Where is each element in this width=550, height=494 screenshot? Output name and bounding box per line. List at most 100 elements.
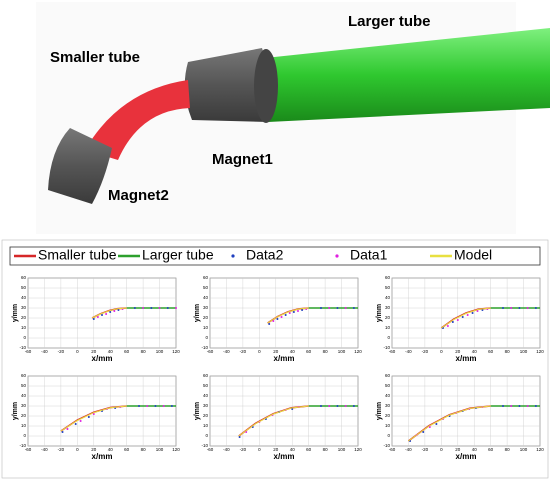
y-tick-label: 20	[203, 413, 209, 418]
y-tick-label: 40	[385, 295, 391, 300]
y-tick-label: 40	[21, 393, 27, 398]
data-point	[296, 310, 299, 312]
larger-tube	[265, 28, 550, 122]
y-axis-label: y/mm	[12, 402, 19, 420]
series-line	[408, 405, 491, 442]
x-tick-label: 20	[273, 447, 279, 452]
legend-swatch	[335, 254, 339, 258]
data-point	[456, 319, 459, 321]
label: Smaller tube	[50, 49, 140, 66]
data-point	[502, 307, 504, 309]
y-tick-label: 10	[385, 423, 391, 428]
legend-label: Data1	[350, 247, 388, 263]
x-tick-label: -40	[405, 349, 412, 354]
data-point	[92, 413, 95, 415]
x-tick-label: 20	[91, 447, 97, 452]
chart-panel	[1, 239, 549, 479]
data-point	[428, 426, 431, 428]
x-tick-label: -60	[25, 447, 32, 452]
y-tick-label: 50	[203, 383, 209, 388]
x-tick-label: -60	[389, 447, 396, 452]
x-tick-label: 40	[290, 349, 296, 354]
y-tick-label: -10	[201, 443, 208, 448]
series-line	[267, 307, 309, 324]
data-point	[154, 405, 157, 407]
data-point	[352, 405, 355, 407]
x-tick-label: 80	[505, 349, 511, 354]
magnet1-end	[254, 49, 278, 123]
x-tick-label: 60	[306, 447, 312, 452]
data-point	[113, 310, 116, 312]
x-tick-label: 60	[124, 349, 130, 354]
y-tick-label: 10	[21, 325, 27, 330]
data-point	[320, 307, 322, 309]
y-tick-label: 60	[203, 275, 209, 280]
x-axis-label: x/mm	[92, 452, 113, 461]
data-point	[105, 313, 108, 315]
x-tick-label: 0	[440, 349, 443, 354]
data-point	[280, 316, 283, 318]
x-tick-label: 120	[536, 349, 544, 354]
x-tick-label: 80	[323, 349, 329, 354]
data-point	[481, 309, 484, 311]
x-tick-label: -40	[223, 447, 230, 452]
data-point	[328, 307, 331, 309]
data-point	[518, 307, 521, 309]
data-point	[466, 314, 469, 316]
y-tick-label: 50	[385, 383, 391, 388]
y-tick-label: 20	[385, 315, 391, 320]
data-point	[138, 405, 140, 407]
y-tick-label: 30	[203, 305, 209, 310]
y-tick-label: 60	[21, 373, 27, 378]
y-tick-label: 20	[21, 315, 27, 320]
y-tick-label: -10	[19, 443, 26, 448]
x-tick-label: 120	[536, 447, 544, 452]
legend-label: Smaller tube	[38, 247, 117, 263]
y-axis-label: y/mm	[12, 304, 19, 322]
x-tick-label: -20	[58, 349, 65, 354]
x-tick-label: 80	[505, 447, 511, 452]
y-tick-label: 30	[21, 305, 27, 310]
data-point	[446, 325, 449, 327]
data-point	[344, 405, 347, 407]
data-point	[336, 307, 339, 309]
data-point	[101, 314, 103, 316]
x-axis-label: x/mm	[92, 354, 113, 363]
x-tick-label: -20	[422, 447, 429, 452]
y-tick-label: 10	[385, 325, 391, 330]
y-tick-label: 10	[203, 325, 209, 330]
y-axis-label: y/mm	[376, 304, 383, 322]
data-point	[320, 405, 322, 407]
data-point	[461, 316, 464, 318]
legend-label: Model	[454, 247, 492, 263]
y-tick-label: -10	[201, 345, 208, 350]
y-tick-label: 10	[203, 423, 209, 428]
x-tick-label: -40	[223, 349, 230, 354]
x-tick-label: 60	[306, 349, 312, 354]
x-tick-label: 40	[472, 349, 478, 354]
data-point	[510, 307, 513, 309]
y-tick-label: 50	[385, 285, 391, 290]
y-tick-label: -10	[19, 345, 26, 350]
series-line	[441, 307, 491, 329]
data-point	[352, 307, 355, 309]
legend-label: Larger tube	[142, 247, 214, 263]
y-tick-label: 30	[21, 403, 27, 408]
x-tick-label: -60	[207, 447, 214, 452]
x-tick-label: 100	[520, 447, 528, 452]
data-point	[272, 320, 275, 322]
data-point	[133, 307, 136, 309]
data-point	[336, 405, 339, 407]
data-point	[518, 405, 521, 407]
y-tick-label: 60	[203, 373, 209, 378]
y-axis-label: y/mm	[194, 304, 201, 322]
data-point	[422, 431, 425, 433]
y-tick-label: 60	[21, 275, 27, 280]
x-tick-label: 40	[290, 447, 296, 452]
x-tick-label: -20	[58, 447, 65, 452]
x-tick-label: 40	[108, 447, 114, 452]
data-point	[502, 405, 504, 407]
y-tick-label: 0	[387, 433, 390, 438]
x-tick-label: 100	[156, 349, 164, 354]
